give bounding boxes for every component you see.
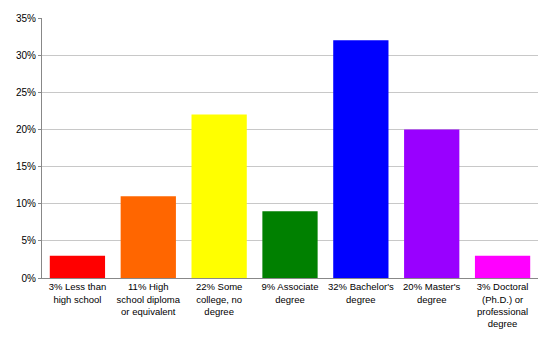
svg-text:20% Master'sdegree: 20% Master'sdegree (403, 281, 461, 304)
svg-text:20%: 20% (16, 124, 36, 135)
svg-text:5%: 5% (22, 235, 37, 246)
svg-text:9% Associatedegree: 9% Associatedegree (261, 281, 318, 304)
svg-text:35%: 35% (16, 13, 36, 24)
svg-text:25%: 25% (16, 87, 36, 98)
svg-text:0%: 0% (22, 273, 37, 284)
svg-text:22% Somecollege, nodegree: 22% Somecollege, nodegree (196, 281, 242, 317)
svg-text:3% Doctoral(Ph.D.) orprofessio: 3% Doctoral(Ph.D.) orprofessionaldegree (477, 281, 529, 329)
svg-text:15%: 15% (16, 161, 36, 172)
svg-text:3% Less thanhigh school: 3% Less thanhigh school (49, 281, 107, 304)
svg-text:32% Bachelor'sdegree: 32% Bachelor'sdegree (328, 281, 394, 304)
svg-text:11% Highschool diplomaor equiv: 11% Highschool diplomaor equivalent (117, 281, 181, 317)
svg-text:30%: 30% (16, 50, 36, 61)
svg-text:10%: 10% (16, 198, 36, 209)
